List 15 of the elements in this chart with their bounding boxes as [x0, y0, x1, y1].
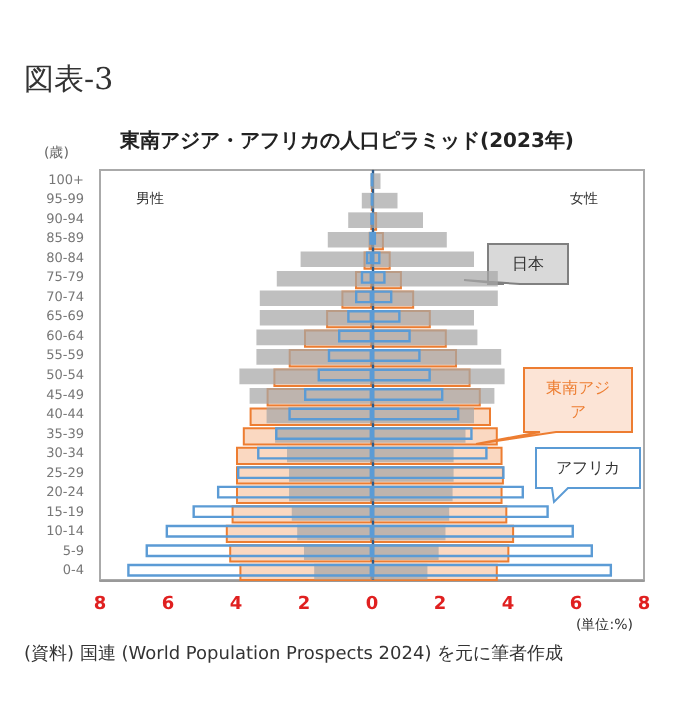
text: (資料) 国連 (World Population Prospects 2024) を元に筆者作成 [24, 643, 564, 665]
text: 東南アジア [546, 379, 610, 421]
x-tick-label: 8 [637, 595, 651, 615]
chart-title: 図表-3 [24, 61, 114, 97]
x-tick-label: 0 [365, 595, 379, 615]
x-tick-label: 2 [433, 595, 447, 615]
x-tick-label: 2 [297, 595, 311, 615]
chart-subtitle: 東南アジア・アフリカの人口ピラミッド(2023年) [118, 129, 574, 153]
series-label: アフリカ [556, 459, 620, 477]
x-tick-label: 8 [93, 595, 107, 615]
x-tick-label: 4 [229, 595, 243, 615]
x-tick-label: 6 [161, 595, 175, 615]
x-tick-label: 6 [569, 595, 583, 615]
x-tick-label: 4 [501, 595, 515, 615]
series-label: 日本 [512, 255, 544, 273]
